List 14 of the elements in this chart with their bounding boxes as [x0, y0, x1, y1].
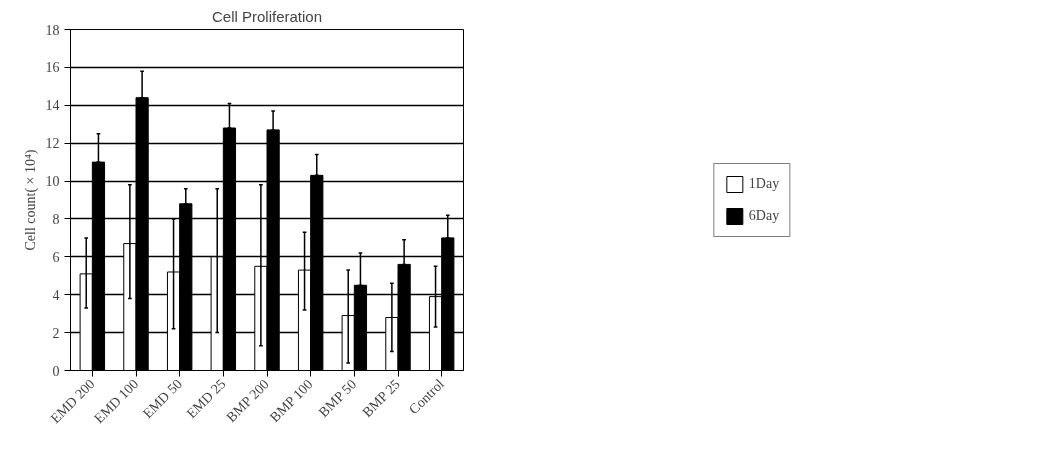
y-tick-label: 12 — [45, 136, 60, 152]
y-tick-label: 4 — [52, 287, 60, 303]
chart-title: Cell Proliferation — [211, 7, 323, 25]
legend-label: 6Day — [748, 207, 780, 224]
y-tick-label: 6 — [52, 249, 60, 265]
y-tick-label: 16 — [45, 60, 60, 76]
y-tick-label: 0 — [52, 363, 60, 379]
y-axis-title: Cell count( × 10⁴) — [22, 149, 39, 251]
legend-label: 1Day — [748, 175, 780, 192]
y-tick-label: 2 — [52, 325, 60, 341]
y-tick-label: 18 — [45, 22, 60, 38]
y-tick-label: 14 — [45, 98, 60, 114]
y-tick-label: 8 — [52, 211, 60, 227]
y-tick-label: 10 — [45, 174, 60, 190]
